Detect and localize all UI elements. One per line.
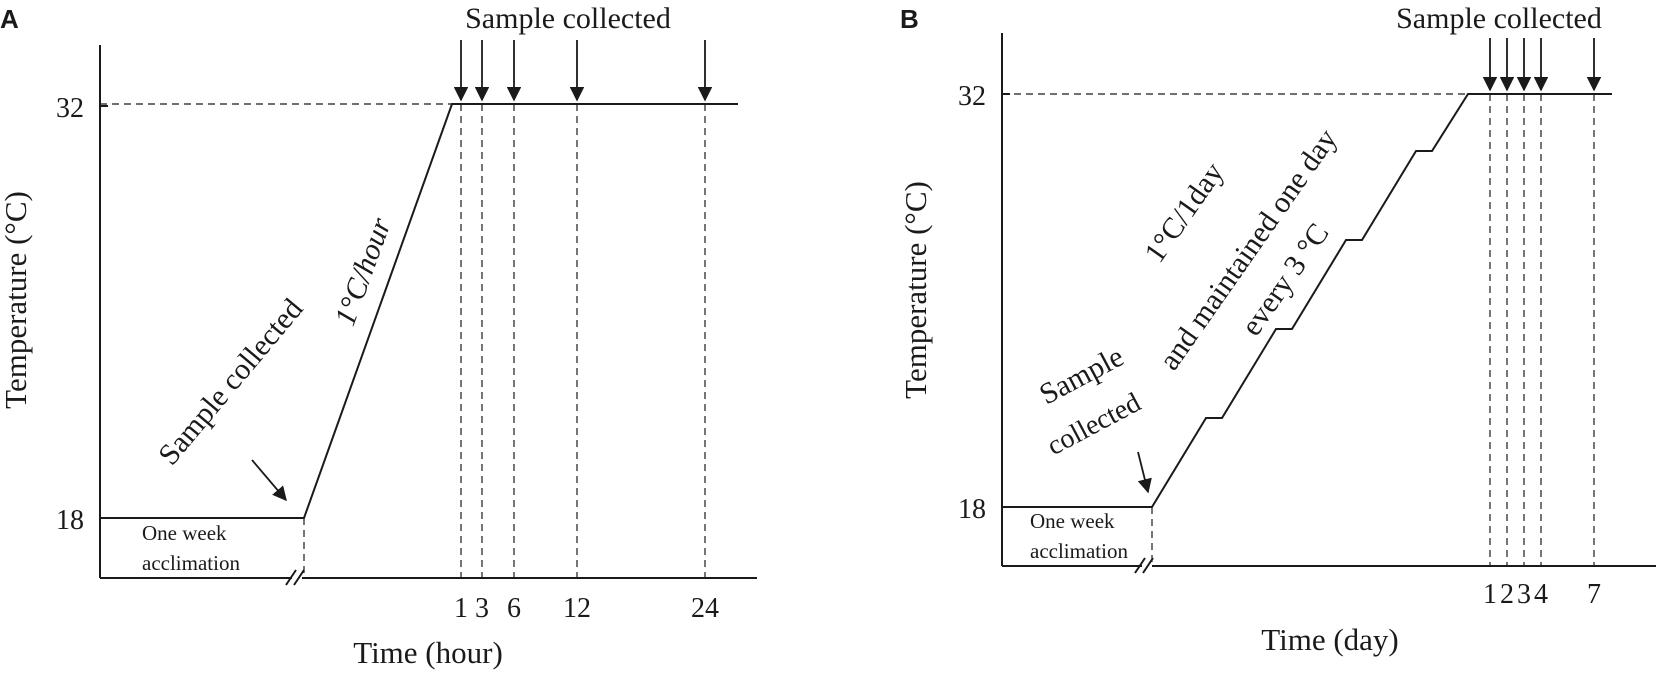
panel-b-xtick-2: 2 bbox=[1500, 579, 1514, 610]
panel-a-acclimation-line1: One week bbox=[142, 521, 227, 545]
panel-a-pre-ramp-arrow bbox=[251, 459, 287, 502]
panel-a-ytick-label-32: 32 bbox=[56, 93, 84, 124]
panel-a-axis-break bbox=[285, 569, 305, 586]
panel-a-xtick-6: 6 bbox=[507, 593, 521, 624]
panel-b-xtick-3: 3 bbox=[1517, 579, 1531, 610]
panel-a-y-axis-title: Temperature (°C) bbox=[0, 191, 33, 409]
panel-b-ytick-label-18: 18 bbox=[958, 494, 986, 525]
panel-b-temperature-profile bbox=[1002, 93, 1612, 508]
panel-a-ramp-sample-text: Sample collected bbox=[152, 292, 310, 471]
panel-b-xtick-1: 1 bbox=[1483, 579, 1497, 610]
panel-b-letter: B bbox=[900, 4, 919, 34]
panel-b-x-axis-title: Time (day) bbox=[1261, 622, 1399, 657]
panel-b-ytick-label-32: 32 bbox=[958, 81, 986, 112]
panel-a-rate-text: 1°C/hour bbox=[328, 213, 397, 330]
panel-b: B 32 18 1 2 3 4 7 bbox=[898, 2, 1656, 657]
panel-b-xtick-7: 7 bbox=[1587, 579, 1601, 610]
panel-b-rate-text: 1°C/1day bbox=[1138, 157, 1230, 269]
panel-b-xtick-4: 4 bbox=[1534, 579, 1548, 610]
panel-b-top-caption: Sample collected bbox=[1396, 2, 1602, 35]
panel-b-acclimation-line2: acclimation bbox=[1030, 539, 1128, 563]
panel-a: A 32 18 1 3 6 12 bbox=[0, 2, 757, 670]
panel-a-acclimation-line2: acclimation bbox=[142, 551, 240, 575]
panel-a-xtick-1: 1 bbox=[454, 593, 468, 624]
panel-b-axis-break bbox=[1134, 557, 1154, 574]
panel-a-xtick-24: 24 bbox=[691, 593, 719, 624]
panel-a-xtick-12: 12 bbox=[563, 593, 591, 624]
panel-a-temperature-profile bbox=[100, 103, 738, 519]
panel-a-top-caption: Sample collected bbox=[465, 2, 671, 35]
panel-b-y-axis-title: Temperature (°C) bbox=[898, 181, 933, 399]
panel-b-pre-ramp-arrow bbox=[1137, 451, 1152, 494]
panel-a-letter: A bbox=[0, 4, 19, 34]
panel-a-ytick-label-18: 18 bbox=[56, 505, 84, 536]
panel-b-acclimation-line1: One week bbox=[1030, 509, 1115, 533]
panel-a-xtick-3: 3 bbox=[475, 593, 489, 624]
panel-a-x-axis-title: Time (hour) bbox=[353, 635, 503, 670]
